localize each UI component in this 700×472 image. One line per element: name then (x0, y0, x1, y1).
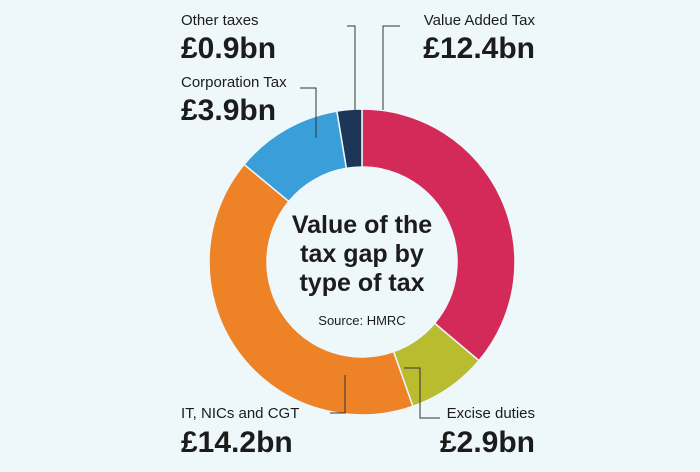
label-other-taxes: Other taxes £0.9bn (181, 12, 276, 65)
value-label-excise-duties: £2.9bn (440, 426, 535, 459)
center-text: Value of the tax gap by type of tax Sour… (292, 211, 432, 328)
center-title-line-2: tax gap by (300, 240, 424, 268)
label-excise-duties: Excise duties £2.9bn (440, 405, 535, 459)
label-it-nics-cgt: IT, NICs and CGT £14.2bn (181, 405, 299, 459)
category-label-value-added-tax: Value Added Tax (424, 12, 536, 29)
leader-line-corporation-tax (300, 87, 317, 138)
leader-line-value-added-tax (382, 25, 400, 110)
label-value-added-tax: Value Added Tax £12.4bn (423, 12, 535, 65)
value-label-it-nics-cgt: £14.2bn (181, 426, 293, 459)
leader-line-excise-duties (404, 367, 440, 419)
slice-it-nics-and-cgt (208, 163, 414, 416)
slice-value-added-tax (361, 108, 516, 362)
center-title-line-3: type of tax (299, 269, 424, 297)
value-label-other-taxes: £0.9bn (181, 32, 276, 65)
value-label-corporation-tax: £3.9bn (181, 94, 276, 127)
donut-slices (208, 108, 516, 416)
center-title-line-1: Value of the (292, 211, 432, 239)
category-label-excise-duties: Excise duties (447, 405, 535, 422)
label-corporation-tax: Corporation Tax £3.9bn (181, 74, 287, 127)
slice-other-taxes (336, 108, 363, 170)
leader-line-it-nics-cgt (330, 375, 346, 414)
category-label-corporation-tax: Corporation Tax (181, 74, 287, 91)
leader-lines (300, 25, 440, 419)
value-label-value-added-tax: £12.4bn (423, 32, 535, 65)
category-label-other-taxes: Other taxes (181, 12, 259, 29)
source-label: Source: HMRC (318, 313, 405, 328)
leader-line-other-taxes (347, 25, 356, 118)
category-label-it-nics-cgt: IT, NICs and CGT (181, 405, 299, 422)
